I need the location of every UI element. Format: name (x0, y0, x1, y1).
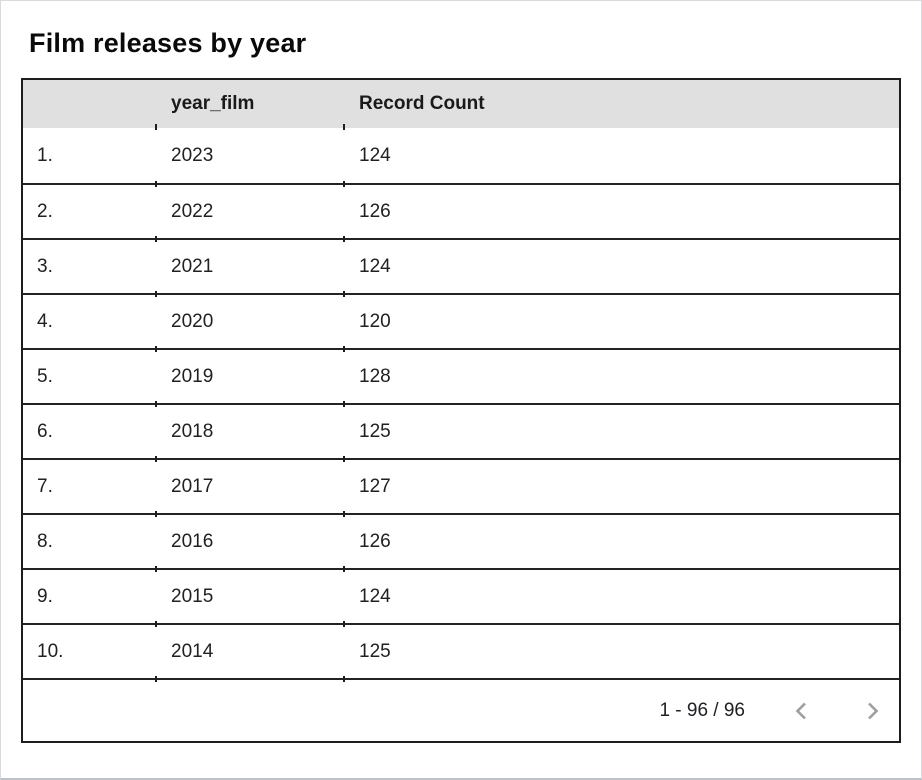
table-footer: 1 - 96 / 96 (23, 676, 899, 741)
table-row: 7. 2017 127 (23, 456, 899, 513)
table-row: 1. 2023 124 (23, 124, 899, 183)
cell-record-count: 125 (359, 420, 391, 442)
column-header-year-film[interactable]: year_film (171, 93, 255, 114)
table-row: 4. 2020 120 (23, 291, 899, 348)
row-index: 2. (37, 200, 53, 222)
table-row: 2. 2022 126 (23, 181, 899, 238)
cell-record-count: 125 (359, 640, 391, 662)
row-index: 1. (37, 144, 53, 166)
cell-year-film: 2018 (171, 420, 214, 442)
row-index: 5. (37, 365, 53, 387)
table-header-row: year_film Record Count (23, 80, 899, 128)
cell-record-count: 120 (359, 310, 391, 332)
cell-year-film: 2016 (171, 530, 214, 552)
cell-year-film: 2014 (171, 640, 214, 662)
row-index: 7. (37, 475, 53, 497)
cell-record-count: 124 (359, 255, 391, 277)
row-index: 8. (37, 530, 53, 552)
data-table: year_film Record Count 1. 2023 124 2. 20… (21, 78, 901, 743)
cell-record-count: 126 (359, 200, 391, 222)
row-index: 9. (37, 585, 53, 607)
table-row: 8. 2016 126 (23, 511, 899, 568)
cell-record-count: 126 (359, 530, 391, 552)
cell-record-count: 124 (359, 585, 391, 607)
table-row: 6. 2018 125 (23, 401, 899, 458)
row-index: 10. (37, 640, 64, 662)
cell-year-film: 2017 (171, 475, 214, 497)
table-row: 10. 2014 125 (23, 621, 899, 678)
pagination-range-label: 1 - 96 / 96 (659, 699, 745, 721)
table-row: 5. 2019 128 (23, 346, 899, 403)
row-index: 6. (37, 420, 53, 442)
cell-year-film: 2022 (171, 200, 214, 222)
row-index: 4. (37, 310, 53, 332)
row-index: 3. (37, 255, 53, 277)
table-body: 1. 2023 124 2. 2022 126 3. 2021 124 4. 2… (23, 124, 899, 678)
prev-page-button[interactable] (789, 698, 815, 724)
cell-record-count: 124 (359, 144, 391, 166)
cell-year-film: 2015 (171, 585, 214, 607)
cell-year-film: 2021 (171, 255, 214, 277)
cell-record-count: 127 (359, 475, 391, 497)
chevron-right-icon (868, 702, 879, 719)
table-row: 9. 2015 124 (23, 566, 899, 623)
chevron-left-icon (795, 702, 806, 719)
page-title: Film releases by year (29, 28, 307, 58)
cell-year-film: 2019 (171, 365, 214, 387)
cell-year-film: 2023 (171, 144, 214, 166)
cell-year-film: 2020 (171, 310, 214, 332)
column-header-record-count[interactable]: Record Count (359, 93, 485, 114)
cell-record-count: 128 (359, 365, 391, 387)
next-page-button[interactable] (859, 698, 885, 724)
table-row: 3. 2021 124 (23, 236, 899, 293)
